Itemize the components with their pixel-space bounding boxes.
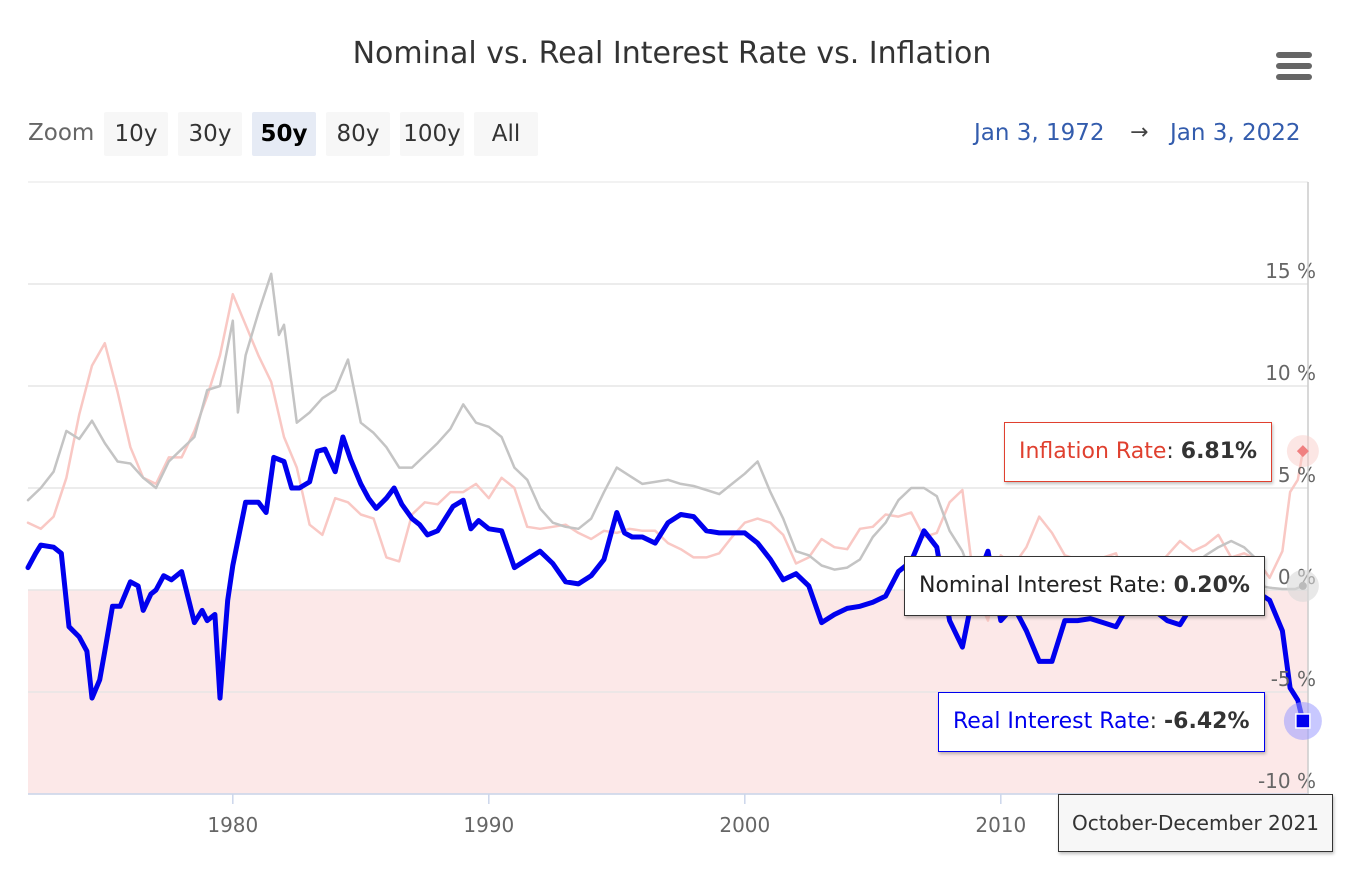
tooltip-nominal: Nominal Interest Rate: 0.20% bbox=[904, 556, 1265, 616]
hamburger-menu-icon[interactable] bbox=[1276, 52, 1312, 82]
tooltip-nominal-label: Nominal Interest Rate bbox=[919, 573, 1160, 598]
y-tick-label: -5 % bbox=[1271, 667, 1316, 691]
nominal-point-marker bbox=[1298, 581, 1307, 590]
tooltip-inflation-label: Inflation Rate bbox=[1019, 439, 1167, 464]
x-tick-label: 1990 bbox=[463, 813, 514, 837]
x-tick-label: 1980 bbox=[207, 813, 258, 837]
zoom-100y-button[interactable]: 100y bbox=[400, 112, 464, 156]
tooltip-inflation: Inflation Rate: 6.81% bbox=[1004, 422, 1273, 482]
tooltip-date: October-December 2021 bbox=[1058, 794, 1333, 852]
range-arrow-icon: → bbox=[1130, 120, 1149, 145]
range-to-date[interactable]: Jan 3, 2022 bbox=[1170, 120, 1301, 146]
y-tick-label: 5 % bbox=[1278, 463, 1316, 487]
x-tick-label: 2010 bbox=[975, 813, 1026, 837]
inflation-point-marker bbox=[1296, 445, 1309, 458]
menu-bar-icon bbox=[1276, 63, 1312, 69]
series-real-line[interactable] bbox=[25, 434, 1306, 724]
tooltip-real: Real Interest Rate: -6.42% bbox=[938, 692, 1265, 752]
chart-title: Nominal vs. Real Interest Rate vs. Infla… bbox=[352, 36, 992, 71]
range-from-date[interactable]: Jan 3, 1972 bbox=[974, 120, 1105, 146]
x-tick-label: 2000 bbox=[719, 813, 770, 837]
real-point-marker bbox=[1295, 713, 1311, 729]
zoom-all-button[interactable]: All bbox=[474, 112, 538, 156]
tooltip-real-value: -6.42% bbox=[1164, 709, 1250, 734]
tooltip-real-label: Real Interest Rate bbox=[953, 709, 1150, 734]
zoom-label: Zoom bbox=[28, 120, 95, 146]
tooltip-nominal-value: 0.20% bbox=[1173, 573, 1250, 598]
zoom-50y-button[interactable]: 50y bbox=[252, 112, 316, 156]
menu-bar-icon bbox=[1276, 52, 1312, 58]
zoom-80y-button[interactable]: 80y bbox=[326, 112, 390, 156]
menu-bar-icon bbox=[1276, 74, 1312, 80]
tooltip-inflation-value: 6.81% bbox=[1180, 439, 1258, 464]
y-tick-label: -10 % bbox=[1258, 769, 1316, 793]
zoom-10y-button[interactable]: 10y bbox=[104, 112, 168, 156]
zoom-30y-button[interactable]: 30y bbox=[178, 112, 242, 156]
